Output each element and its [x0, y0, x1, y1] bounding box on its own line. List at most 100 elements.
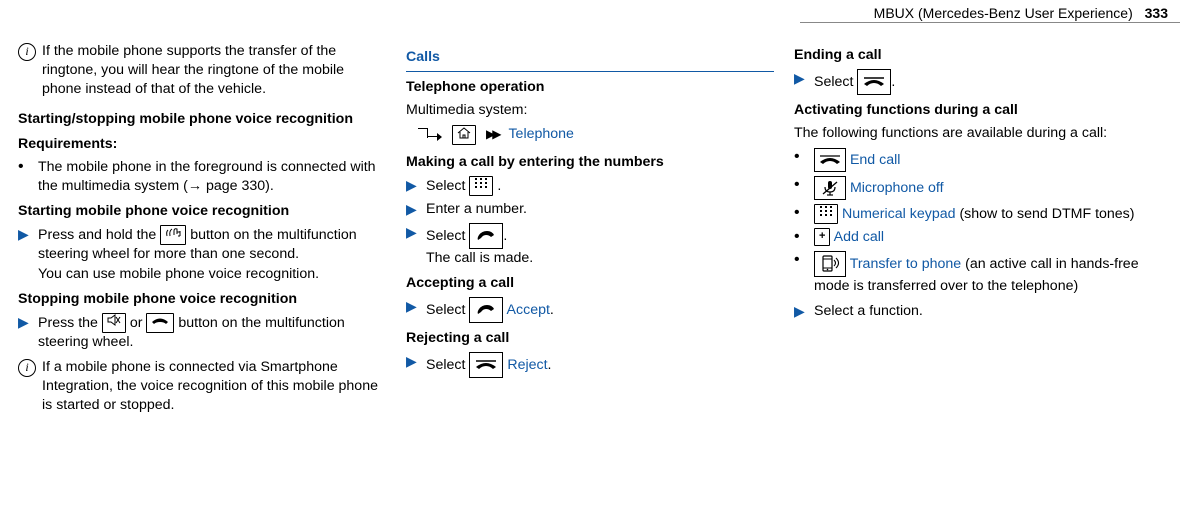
nav-link-telephone[interactable]: Telephone: [508, 125, 573, 144]
function-body: End call: [814, 148, 900, 172]
mute-button-icon: [102, 313, 126, 333]
call-icon: [469, 223, 503, 249]
accept-link[interactable]: Accept: [507, 302, 550, 318]
requirements-heading: Requirements:: [18, 135, 386, 154]
step: ▶ Select .: [406, 176, 774, 196]
function-body: + Add call: [814, 228, 884, 247]
function-item: Transfer to phone (an active call in han…: [794, 251, 1162, 296]
t: Select: [426, 302, 469, 318]
header-rule: [800, 22, 1180, 23]
heading-stop-voice: Stopping mobile phone voice recognition: [18, 290, 386, 309]
step-body: Press and hold the button on the multifu…: [38, 225, 386, 283]
step: ▶ Press and hold the button on the multi…: [18, 225, 386, 283]
t: Select: [426, 177, 469, 193]
mic-off-link[interactable]: Microphone off: [850, 179, 944, 195]
step: ▶ Press the or button on the multifuncti…: [18, 313, 386, 352]
heading-functions-during-call: Activating functions during a call: [794, 101, 1162, 120]
info-icon: i: [18, 358, 42, 377]
function-item: Microphone off: [794, 176, 1162, 200]
t: .: [550, 302, 554, 318]
t: Select: [814, 74, 857, 90]
step-marker: ▶: [406, 200, 426, 218]
heading-calls: Calls: [406, 48, 774, 67]
requirement-item: The mobile phone in the foreground is co…: [18, 158, 386, 196]
step: ▶ Select a function.: [794, 302, 1162, 321]
step-body: Select .: [814, 69, 1162, 95]
heading-telephone-op: Telephone operation: [406, 78, 774, 97]
keypad-link[interactable]: Numerical keypad: [842, 205, 956, 221]
function-item: Numerical keypad (show to send DTMF tone…: [794, 204, 1162, 224]
step-body: Select .: [426, 176, 774, 196]
nav-path: ▶▶ Telephone: [418, 125, 774, 145]
transfer-phone-icon: [814, 251, 846, 277]
req-text-b: page 330).: [202, 178, 274, 194]
bullet-dot: [794, 204, 814, 223]
header-title: MBUX (Mercedes-Benz User Experience): [874, 5, 1133, 21]
info-note: i If a mobile phone is connected via Sma…: [18, 358, 386, 416]
info-note: i If the mobile phone supports the trans…: [18, 42, 386, 100]
page-header: MBUX (Mercedes-Benz User Experience) 333: [874, 4, 1168, 23]
page-number: 333: [1145, 5, 1168, 21]
requirement-text: The mobile phone in the foreground is co…: [38, 158, 386, 196]
bullet-dot: [794, 228, 814, 247]
mic-off-icon: [814, 176, 846, 200]
t: (show to send DTMF tones): [956, 205, 1135, 221]
t: .: [503, 228, 507, 244]
step: ▶ Select .: [794, 69, 1162, 95]
reject-link[interactable]: Reject: [507, 357, 547, 373]
accept-call-icon: [469, 297, 503, 323]
step-marker: ▶: [794, 302, 814, 320]
step-marker: ▶: [794, 69, 814, 87]
step: ▶ Select Reject.: [406, 352, 774, 378]
heading-voice-recognition: Starting/stopping mobile phone voice rec…: [18, 110, 386, 129]
page: MBUX (Mercedes-Benz User Experience) 333…: [0, 0, 1180, 523]
t: .: [497, 177, 501, 193]
heading-accept-call: Accepting a call: [406, 274, 774, 293]
t: .: [891, 74, 895, 90]
step-body: Select a function.: [814, 302, 1162, 321]
home-icon: [452, 125, 476, 145]
heading-make-call: Making a call by entering the numbers: [406, 153, 774, 172]
voice-button-icon: [160, 225, 186, 245]
info-icon: i: [18, 42, 42, 61]
multimedia-label: Multimedia system:: [406, 101, 774, 120]
step-marker: ▶: [406, 352, 426, 370]
add-call-link[interactable]: Add call: [834, 229, 884, 245]
end-call-icon: [857, 69, 891, 95]
columns: i If the mobile phone supports the trans…: [18, 40, 1162, 426]
reject-call-icon: [469, 352, 503, 378]
step-marker: ▶: [406, 176, 426, 194]
bullet-dot: [794, 251, 814, 270]
column-3: Ending a call ▶ Select . Activating func…: [794, 40, 1162, 426]
t: Select: [426, 357, 469, 373]
bullet-dot: [794, 148, 814, 167]
heading-reject-call: Rejecting a call: [406, 329, 774, 348]
function-body: Numerical keypad (show to send DTMF tone…: [814, 204, 1135, 224]
t: The call is made.: [426, 249, 774, 268]
keypad-icon: [469, 176, 493, 196]
function-item: End call: [794, 148, 1162, 172]
step-body: Enter a number.: [426, 200, 774, 219]
column-1: i If the mobile phone supports the trans…: [18, 40, 386, 426]
end-call-link[interactable]: End call: [850, 151, 900, 167]
keypad-icon: [814, 204, 838, 224]
info-text: If a mobile phone is connected via Smart…: [42, 358, 386, 416]
end-call-icon: [814, 148, 846, 172]
column-2: Calls Telephone operation Multimedia sys…: [406, 40, 774, 426]
step-marker: ▶: [18, 313, 38, 331]
breadcrumb-sep: ▶▶: [486, 126, 498, 142]
heading-end-call: Ending a call: [794, 46, 1162, 65]
add-call-icon: +: [814, 228, 830, 246]
step: ▶ Select Accept.: [406, 297, 774, 323]
step-marker: ▶: [406, 297, 426, 315]
step-body: Select . The call is made.: [426, 223, 774, 268]
transfer-phone-link[interactable]: Transfer to phone: [850, 255, 961, 271]
info-text: If the mobile phone supports the transfe…: [42, 42, 386, 100]
function-body: Transfer to phone (an active call in han…: [814, 251, 1162, 296]
arrow-glyph: →: [188, 178, 202, 194]
function-body: Microphone off: [814, 176, 944, 200]
step-body: Select Reject.: [426, 352, 774, 378]
t: Press and hold the: [38, 227, 160, 243]
heading-start-voice: Starting mobile phone voice recognition: [18, 202, 386, 221]
bullet-dot: [794, 176, 814, 195]
